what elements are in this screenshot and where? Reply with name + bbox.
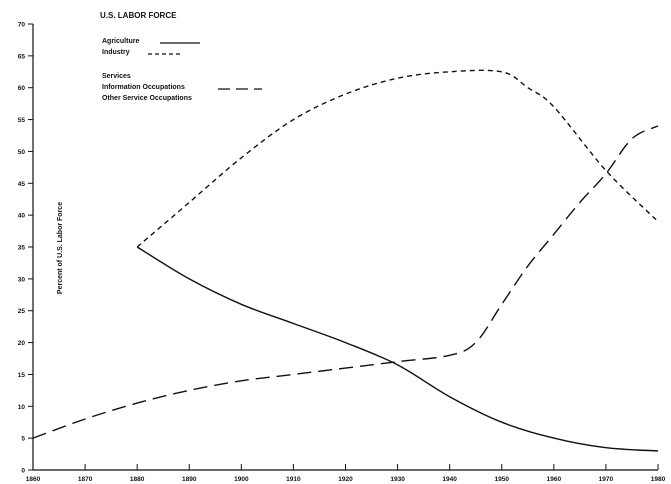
y-tick-label: 15 (18, 372, 26, 379)
y-tick-label: 55 (18, 117, 26, 124)
y-tick-label: 45 (18, 181, 26, 188)
series-line-industry (136, 69, 659, 248)
x-tick-label: 1860 (26, 476, 41, 483)
y-tick-label: 0 (21, 468, 25, 475)
y-tick-label: 10 (18, 404, 26, 411)
x-tick-label: 1870 (78, 476, 93, 483)
x-ticks: 1860 1870 1880 1890 1900 1910 1920 1930 1940 1950… (26, 464, 666, 483)
x-tick-label: 1950 (495, 476, 510, 483)
legend-label-agriculture: Agriculture (102, 38, 139, 45)
legend-label-other-service: Other Service Occupations (102, 95, 192, 102)
x-tick-label: 1880 (130, 476, 145, 483)
y-tick-label: 20 (18, 340, 26, 347)
x-tick-label: 1970 (599, 476, 614, 483)
y-tick-label: 50 (18, 149, 26, 156)
x-tick-label: 1900 (234, 476, 249, 483)
x-tick-label: 1910 (286, 476, 301, 483)
y-axis-label: Percent of U.S. Labor Force (57, 202, 64, 294)
y-ticks: 0 5 10 15 20 25 30 35 40 45 50 55 60 65 70 (18, 22, 33, 475)
y-tick-label: 40 (18, 213, 26, 220)
y-tick-label: 5 (21, 436, 25, 443)
series-line-information-occupations (32, 125, 659, 439)
y-tick-label: 60 (18, 85, 26, 92)
series-line-agriculture (136, 246, 659, 452)
y-tick-label: 30 (18, 276, 26, 283)
x-tick-label: 1920 (338, 476, 353, 483)
x-tick-label: 1980 (651, 476, 666, 483)
chart-title: U.S. LABOR FORCE (100, 11, 177, 20)
y-tick-label: 65 (18, 53, 26, 60)
x-tick-label: 1960 (547, 476, 562, 483)
y-tick-label: 70 (18, 22, 26, 29)
legend-label-industry: Industry (102, 49, 130, 56)
series-lines (32, 69, 659, 452)
legend-label-information: Information Occupations (102, 84, 185, 91)
x-tick-label: 1940 (442, 476, 457, 483)
x-tick-label: 1890 (182, 476, 197, 483)
y-tick-label: 35 (18, 245, 26, 252)
y-tick-label: 25 (18, 308, 26, 315)
legend: Agriculture Industry Services Informatio… (102, 38, 262, 102)
x-tick-label: 1930 (390, 476, 405, 483)
legend-heading-services: Services (102, 73, 131, 80)
